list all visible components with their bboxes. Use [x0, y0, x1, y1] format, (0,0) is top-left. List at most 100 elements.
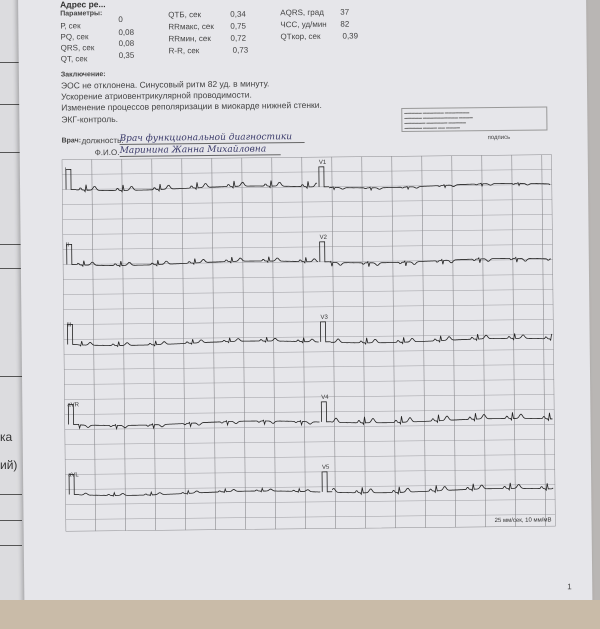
ecg-trace-V5	[331, 482, 554, 496]
ecg-grid-line	[62, 244, 553, 250]
ecg-grid-line	[181, 158, 186, 531]
signature-label: подпись	[487, 134, 511, 142]
ecg-grid-line	[65, 499, 556, 505]
ecg-grid-line	[63, 364, 554, 370]
lead-label: V3	[320, 315, 328, 321]
param-value: 0	[118, 14, 123, 24]
lead-label: V4	[321, 395, 329, 401]
lead-label: II	[66, 242, 70, 248]
ecg-trace-aVL	[79, 486, 321, 497]
page-number: 1	[567, 582, 572, 592]
calibration-pulse	[318, 166, 330, 188]
param-label: QRS, сек	[60, 43, 95, 53]
ecg-grid-line	[62, 214, 553, 220]
lead-label: aVR	[67, 402, 79, 408]
ecg-trace-V3	[330, 333, 553, 346]
ecg-chart: I V1 II V2 III V3 aVR V4 aVL V5 25 мм/сек, 10 мм/м…	[61, 154, 556, 532]
ecg-grid-line	[64, 439, 555, 445]
param-label: PQ, сек	[60, 32, 89, 42]
param-value: 82	[340, 19, 350, 29]
param-value: 0,72	[230, 33, 247, 43]
ecg-grid-line	[271, 157, 276, 530]
params-title: Параметры:	[60, 10, 103, 18]
doctor-name: Маринина Жанна Михайловна	[119, 144, 281, 157]
param-label: RRмакс, сек	[168, 21, 214, 32]
divider	[0, 545, 22, 546]
ecg-trace-V4	[331, 412, 553, 426]
ecg-grid-line	[511, 154, 516, 527]
param-value: 0,73	[232, 45, 249, 55]
ecg-grid-line	[61, 169, 552, 175]
ecg-grid-line	[63, 319, 554, 325]
ecg-grid-line	[63, 349, 554, 355]
calibration-pulse	[65, 169, 77, 190]
ecg-grid-line	[65, 469, 556, 475]
ecg-grid-line	[63, 274, 553, 280]
divider	[0, 268, 22, 269]
calibration-pulse	[66, 244, 77, 265]
ecg-grid-border	[61, 154, 556, 532]
ecg-grid-line	[63, 304, 554, 310]
divider	[0, 376, 22, 377]
ecg-trace-aVR	[78, 419, 320, 431]
doctor-label: Врач:	[61, 137, 82, 145]
param-value: 0,08	[118, 38, 135, 48]
lead-label: aVL	[68, 472, 79, 478]
param-label: AQRS, град	[280, 7, 324, 18]
divider	[0, 244, 22, 245]
ecg-trace-V1	[328, 182, 551, 192]
calibration-pulse	[319, 241, 330, 263]
ecg-grid-line	[211, 157, 216, 530]
ecg-trace-V2	[329, 256, 551, 267]
electronic-signature-stamp: ▬▬▬▬▬ ▬▬▬▬▬▬ ▬▬▬▬▬▬▬ ▬▬▬▬▬ ▬▬▬▬▬▬▬▬▬▬ ▬▬▬…	[401, 106, 548, 132]
calibration-pulse	[67, 324, 78, 345]
divider	[0, 62, 22, 63]
ecg-grid-line	[65, 514, 556, 520]
divider	[0, 104, 22, 105]
param-label: Р, сек	[60, 21, 81, 31]
param-value: 0,34	[230, 9, 246, 19]
position-label: должность:	[81, 135, 124, 146]
calibration-pulse	[68, 474, 80, 495]
ecg-trace-II	[76, 256, 319, 268]
ecg-grid-line	[481, 155, 486, 528]
ecg-grid-line	[64, 394, 555, 400]
param-value: 37	[340, 7, 350, 17]
param-label: QTБ, сек	[168, 10, 202, 20]
param-label: QT, сек	[60, 54, 88, 64]
ecg-trace-I	[76, 180, 318, 193]
lead-label: V5	[322, 465, 330, 471]
name-label: Ф.И.О.	[94, 147, 120, 158]
ecg-grid-line	[301, 157, 306, 530]
conclusion-line: ЭКГ-контроль.	[61, 113, 119, 125]
adjacent-page-fragment: ий)	[0, 458, 18, 472]
divider	[0, 152, 22, 153]
param-label: R-R, сек	[168, 46, 200, 56]
calibration-pulse	[67, 404, 79, 425]
ecg-grid-line	[63, 289, 554, 295]
param-value: 0,35	[118, 50, 135, 60]
lead-label: V1	[319, 160, 327, 166]
calibration-pulse	[320, 401, 332, 423]
ecg-grid-line	[64, 424, 555, 430]
lead-label: V2	[320, 235, 328, 241]
conclusion-line: Изменение процессов реполяризации в миок…	[61, 99, 322, 113]
ecg-scale-label: 25 мм/сек, 10 мм/мВ	[495, 517, 552, 524]
ecg-grid-line	[241, 157, 246, 530]
calibration-pulse	[321, 471, 333, 493]
divider	[0, 520, 22, 521]
calibration-pulse	[320, 321, 331, 343]
ecg-report-page: Адрес ре... Параметры: Р, сек 0 PQ, сек …	[18, 0, 593, 612]
adjacent-page-fragment: ка	[0, 430, 13, 444]
ecg-grid-line	[64, 454, 555, 460]
ecg-trace-III	[77, 337, 319, 348]
divider	[0, 494, 22, 495]
ecg-grid-line	[62, 229, 553, 235]
param-value: 0,75	[230, 21, 246, 31]
ecg-grid-line	[63, 334, 554, 340]
param-label: ЧСС, уд/мин	[280, 19, 327, 30]
param-label: RRмин, сек	[168, 33, 211, 44]
param-value: 0,08	[118, 27, 135, 37]
param-label: QTкор, сек	[280, 31, 321, 42]
ecg-grid-line	[541, 154, 546, 527]
